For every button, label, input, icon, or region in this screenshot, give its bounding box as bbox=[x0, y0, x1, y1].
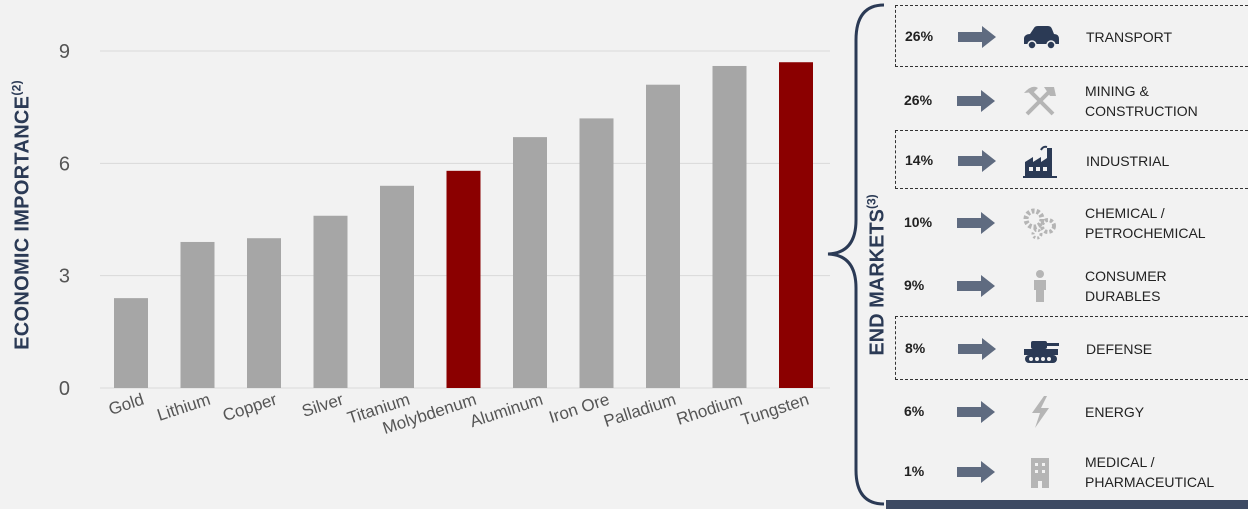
end-market-row: 6% ENERGY bbox=[895, 380, 1248, 444]
car-icon bbox=[1021, 20, 1061, 54]
market-label-line: DEFENSE bbox=[1086, 341, 1153, 357]
hospital-icon bbox=[1020, 455, 1060, 489]
end-market-row: 9% CONSUMER DURABLES bbox=[895, 256, 1248, 316]
market-label-line: CONSTRUCTION bbox=[1085, 103, 1198, 119]
end-markets-label: END MARKETS(3) bbox=[862, 175, 892, 375]
x-tick-label: Lithium bbox=[155, 390, 213, 425]
market-label-line: ENERGY bbox=[1085, 404, 1145, 420]
arrow-right-icon bbox=[957, 401, 997, 423]
market-label: ENERGY bbox=[1085, 402, 1144, 422]
bar-copper bbox=[247, 238, 281, 388]
market-label: DEFENSE bbox=[1086, 339, 1152, 359]
market-label: MEDICAL / PHARMACEUTICAL bbox=[1085, 452, 1214, 492]
end-markets-title: END MARKETS bbox=[866, 209, 889, 356]
market-label-line: TRANSPORT bbox=[1086, 29, 1173, 45]
x-tick-label: Gold bbox=[106, 390, 146, 419]
market-share: 6% bbox=[904, 403, 925, 419]
bar-titanium bbox=[380, 185, 414, 388]
bar-tungsten bbox=[779, 62, 813, 388]
x-tick-label: Palladium bbox=[601, 390, 678, 431]
y-axis-note: (2) bbox=[9, 80, 24, 96]
market-share: 26% bbox=[904, 92, 933, 108]
factory-icon bbox=[1021, 144, 1061, 178]
y-axis-label: ECONOMIC IMPORTANCE(2) bbox=[2, 20, 42, 410]
market-label-line: PHARMACEUTICAL bbox=[1085, 474, 1215, 490]
market-label: CONSUMER DURABLES bbox=[1085, 266, 1167, 306]
market-share: 10% bbox=[904, 214, 933, 230]
market-label-line: INDUSTRIAL bbox=[1086, 152, 1170, 169]
y-tick-label: 3 bbox=[59, 266, 70, 288]
end-market-row: 1% MEDICAL / PHARMACEUTICAL bbox=[895, 444, 1248, 500]
market-label: MINING & CONSTRUCTION bbox=[1085, 81, 1198, 121]
x-tick-label: Rhodium bbox=[674, 390, 745, 429]
end-market-row: 26% MINING & CONSTRUCTION bbox=[895, 72, 1248, 130]
end-market-row: 26% TRANSPORT bbox=[895, 5, 1248, 67]
market-label-line: DURABLES bbox=[1085, 288, 1161, 304]
tank-icon bbox=[1021, 332, 1061, 366]
arrow-right-icon bbox=[958, 149, 998, 172]
arrow-right-icon bbox=[957, 461, 997, 483]
arrow-right-icon bbox=[957, 90, 997, 112]
bar-silver bbox=[313, 215, 348, 388]
market-share: 1% bbox=[904, 463, 925, 479]
end-markets-list: 26% TRANSPORT 26% MINING & CONSTRUCTION 14% IN… bbox=[895, 0, 1248, 509]
bar-iron-ore bbox=[579, 118, 614, 389]
end-market-row: 14% INDUSTRIAL bbox=[895, 130, 1248, 189]
end-market-row: 8% DEFENSE bbox=[895, 316, 1248, 380]
x-tick-label: Silver bbox=[299, 390, 346, 421]
x-tick-label: Aluminum bbox=[467, 390, 545, 431]
end-markets-note: (3) bbox=[864, 194, 879, 209]
market-share: 9% bbox=[904, 277, 925, 293]
x-tick-label: Copper bbox=[220, 390, 279, 425]
x-tick-label: Iron Ore bbox=[547, 390, 612, 427]
market-share: 26% bbox=[905, 28, 934, 44]
bar-rhodium bbox=[712, 65, 747, 388]
market-label-line: MINING & bbox=[1085, 83, 1149, 99]
market-label-line: CONSUMER bbox=[1085, 268, 1167, 284]
market-label-line: CHEMICAL / bbox=[1085, 205, 1165, 221]
y-tick-label: 0 bbox=[59, 378, 70, 400]
arrow-right-icon bbox=[958, 26, 998, 48]
bar-palladium bbox=[646, 84, 680, 388]
curly-brace bbox=[827, 3, 885, 506]
bar-lithium bbox=[180, 241, 215, 388]
bar-aluminum bbox=[513, 137, 547, 388]
market-share: 8% bbox=[905, 340, 926, 356]
bottom-bar bbox=[886, 500, 1248, 509]
market-label-line: MEDICAL / bbox=[1085, 454, 1155, 470]
y-tick-label: 9 bbox=[59, 41, 70, 63]
market-label-line: PETROCHEMICAL bbox=[1085, 225, 1206, 241]
lightning-icon bbox=[1020, 395, 1060, 429]
market-label: INDUSTRIAL bbox=[1086, 151, 1169, 171]
market-label: TRANSPORT bbox=[1086, 27, 1172, 47]
x-tick-label: Tungsten bbox=[739, 390, 812, 430]
person-icon bbox=[1020, 269, 1060, 303]
arrow-right-icon bbox=[957, 275, 997, 297]
hammer-pick-icon bbox=[1020, 84, 1060, 118]
market-share: 14% bbox=[905, 151, 934, 168]
y-axis-title: ECONOMIC IMPORTANCE bbox=[11, 95, 34, 350]
arrow-right-icon bbox=[958, 338, 998, 360]
end-market-row: 10% CHEMICAL / PETROCHEMICAL bbox=[895, 193, 1248, 253]
y-tick-label: 6 bbox=[59, 153, 70, 175]
arrow-right-icon bbox=[957, 212, 997, 234]
market-label: CHEMICAL / PETROCHEMICAL bbox=[1085, 203, 1206, 243]
bar-molybdenum bbox=[446, 170, 481, 388]
bar-gold bbox=[114, 298, 148, 388]
gears-icon bbox=[1020, 206, 1060, 240]
